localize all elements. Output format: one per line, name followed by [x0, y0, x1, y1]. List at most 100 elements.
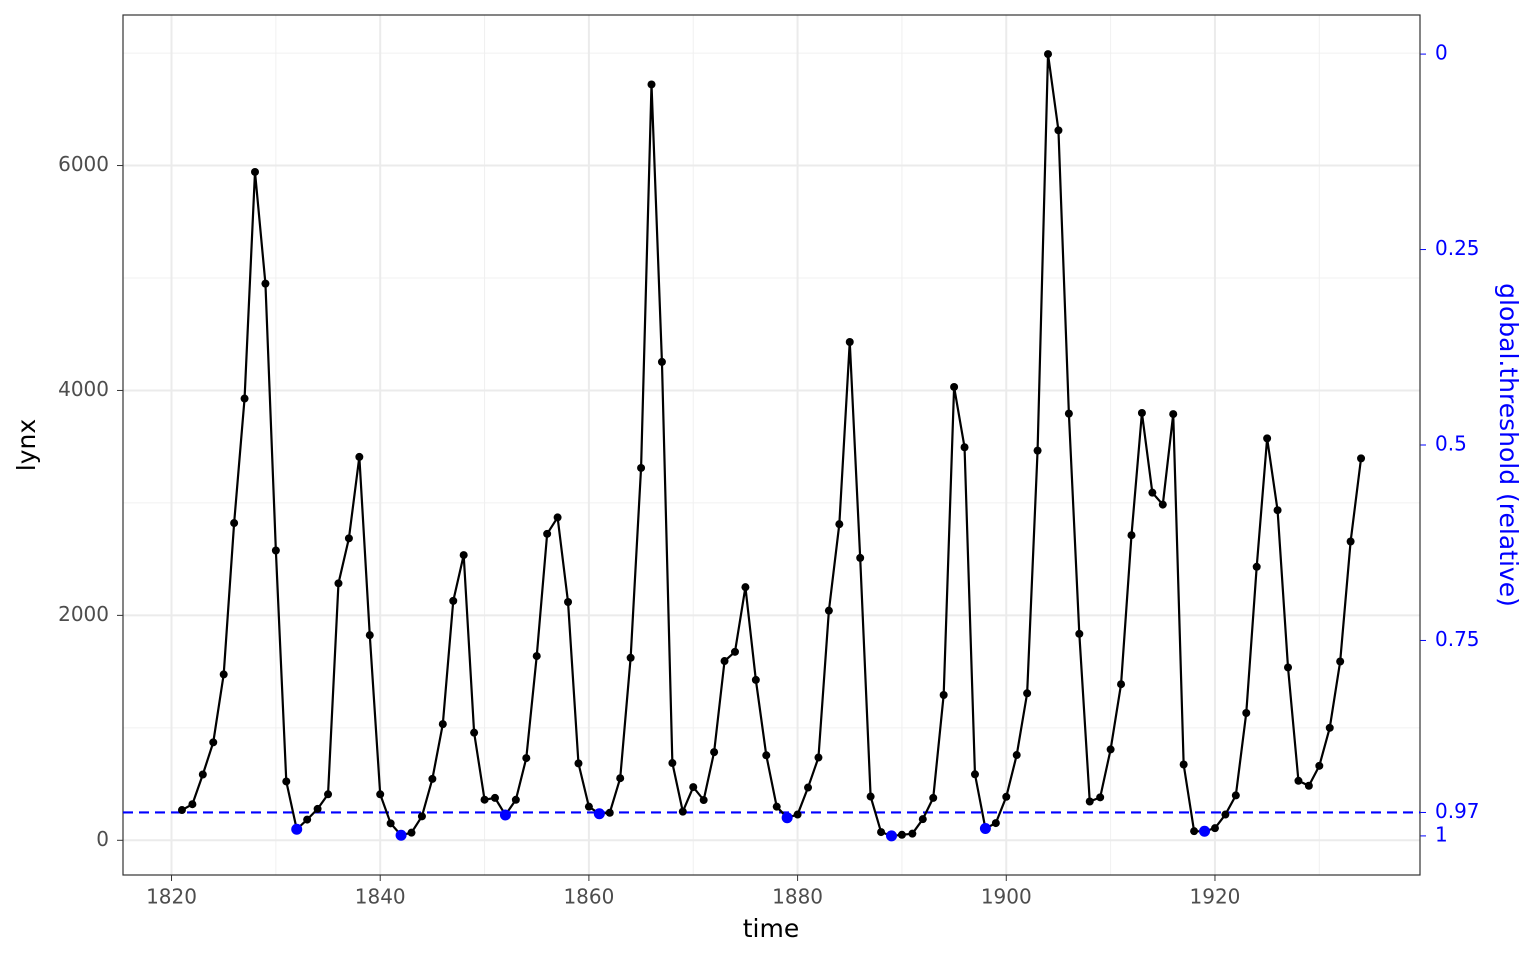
data-point: [720, 657, 729, 666]
data-point: [313, 804, 322, 813]
data-point: [407, 828, 416, 837]
data-point: [960, 443, 969, 452]
data-point: [835, 520, 844, 529]
data-point: [1044, 50, 1053, 59]
data-point: [271, 546, 280, 555]
data-point: [574, 759, 583, 768]
data-point: [1242, 708, 1251, 717]
data-point: [616, 774, 625, 783]
data-point: [584, 802, 593, 811]
data-point: [1064, 409, 1073, 418]
data-point: [1179, 760, 1188, 769]
data-point: [564, 597, 573, 606]
data-point: [1190, 827, 1199, 836]
data-point: [532, 652, 541, 661]
data-point: [804, 783, 813, 792]
data-point: [1336, 657, 1345, 666]
data-point: [490, 793, 499, 802]
y-tick-label: 0: [96, 827, 109, 851]
data-point: [198, 770, 207, 779]
y2-tick-label: 0.25: [1435, 236, 1480, 260]
data-point: [1148, 488, 1157, 497]
data-point: [1096, 793, 1105, 802]
data-point: [355, 452, 364, 461]
data-point: [1325, 723, 1334, 732]
data-point: [897, 830, 906, 839]
data-point: [1199, 825, 1211, 837]
data-point: [991, 819, 1000, 828]
y2-tick-label: 0: [1435, 41, 1448, 65]
x-tick-label: 1820: [146, 885, 197, 909]
x-tick-label: 1880: [772, 885, 823, 909]
data-point: [950, 382, 959, 391]
data-point: [1273, 506, 1282, 515]
data-point: [1075, 629, 1084, 638]
data-point: [689, 783, 698, 792]
data-point: [1137, 408, 1146, 417]
data-point: [1106, 745, 1115, 754]
y-tick-label: 4000: [58, 377, 109, 401]
data-point: [324, 790, 333, 799]
data-point: [1294, 776, 1303, 785]
data-point: [979, 822, 991, 834]
x-axis-title: time: [743, 914, 799, 943]
data-point: [177, 806, 186, 815]
data-point: [730, 647, 739, 656]
data-point: [1127, 531, 1136, 540]
data-point: [1346, 537, 1355, 546]
data-point: [793, 810, 802, 819]
y-tick-label: 2000: [58, 602, 109, 626]
data-point: [1023, 689, 1032, 698]
data-point: [741, 583, 750, 592]
data-point: [1304, 781, 1313, 790]
data-point: [751, 675, 760, 684]
x-tick-label: 1920: [1190, 885, 1241, 909]
data-point: [762, 751, 771, 760]
data-point: [209, 738, 218, 747]
data-point: [1085, 797, 1094, 806]
data-point: [939, 690, 948, 699]
data-point: [1357, 454, 1366, 463]
data-point: [230, 519, 239, 528]
data-point: [261, 279, 270, 288]
data-point: [449, 596, 458, 605]
data-point: [781, 812, 793, 824]
data-point: [877, 828, 886, 837]
x-tick-label: 1840: [355, 885, 406, 909]
data-point: [376, 790, 385, 799]
data-point: [626, 653, 635, 662]
data-point: [1002, 792, 1011, 801]
data-point: [282, 777, 291, 786]
panel-border: [122, 14, 1421, 876]
data-point: [386, 819, 395, 828]
data-point: [459, 551, 468, 560]
y2-tick-label: 0.97: [1435, 799, 1480, 823]
data-point: [1012, 751, 1021, 760]
data-point: [845, 337, 854, 346]
y2-tick-label: 0.5: [1435, 432, 1467, 456]
data-point: [772, 802, 781, 811]
data-point: [1284, 663, 1293, 672]
data-point: [1033, 446, 1042, 455]
data-point: [291, 823, 303, 835]
data-line: [181, 53, 1363, 838]
data-point: [908, 829, 917, 838]
data-point: [250, 167, 259, 176]
data-point: [1315, 761, 1324, 770]
data-point: [1252, 562, 1261, 571]
data-point: [814, 753, 823, 762]
data-point: [647, 80, 656, 89]
y2-tick-label: 1: [1435, 822, 1448, 846]
data-point: [1158, 500, 1167, 509]
data-point: [824, 606, 833, 615]
data-point: [699, 796, 708, 805]
data-point: [1231, 791, 1240, 800]
data-point: [334, 579, 343, 588]
data-point: [1169, 410, 1178, 419]
data-point: [499, 809, 511, 821]
data-point: [657, 357, 666, 366]
data-point: [553, 513, 562, 522]
data-point: [885, 830, 897, 842]
data-point: [417, 812, 426, 821]
